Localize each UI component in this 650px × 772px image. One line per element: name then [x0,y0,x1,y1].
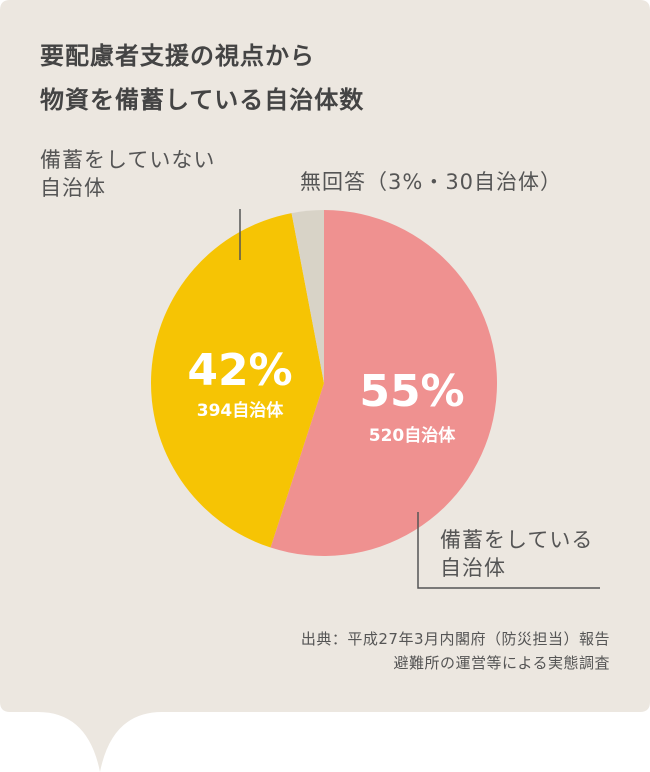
source-line-1: 出典：平成27年3月内閣府（防災担当）報告 [300,630,610,648]
leader-line-stockpiling [417,512,600,589]
slice-count-not-stockpiling: 394自治体 [197,400,284,421]
slice-label-stockpiling-line-2: 自治体 [440,556,506,580]
pie-slice-no-answer [291,210,324,383]
slice-label-no-answer-line-1: 無回答（3%・30自治体） [300,170,563,194]
slice-label-not-stockpiling-line-1: 備蓄をしていない [40,148,216,172]
source-line-2: 避難所の運営等による実態調査 [393,654,610,672]
chart-title-line-2: 物資を備蓄している自治体数 [40,86,365,114]
pie-slice-not-stockpiling [151,213,324,548]
chart-title-line-1: 要配慮者支援の視点から [40,42,315,70]
slice-value-stockpiling: 55% [359,366,464,417]
slice-count-stockpiling: 520自治体 [369,425,456,446]
pie-slice-stockpiling [270,210,498,556]
slice-label-not-stockpiling-line-2: 自治体 [40,176,106,200]
slice-label-stockpiling-line-1: 備蓄をしている [440,528,594,552]
slice-label-not-stockpiling: 備蓄をしていない 自治体 [40,146,215,202]
slice-label-no-answer: 無回答（3%・30自治体） [300,168,562,196]
slice-label-stockpiling: 備蓄をしている 自治体 [440,526,593,582]
slice-value-not-stockpiling: 42% [187,345,292,396]
